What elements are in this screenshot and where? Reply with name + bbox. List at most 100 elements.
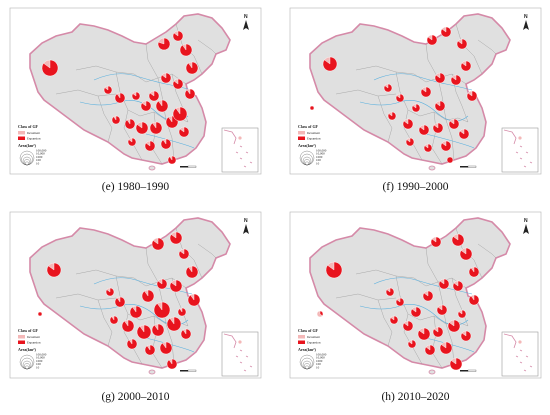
pie-marker xyxy=(144,140,156,152)
pie-marker xyxy=(309,105,315,111)
pie-marker xyxy=(167,155,177,165)
river-line xyxy=(373,73,473,91)
pie-marker xyxy=(148,90,160,102)
pie-expansion-slice xyxy=(172,78,184,90)
pie-expansion-slice xyxy=(131,91,141,101)
pie-marker xyxy=(449,357,463,371)
inset-dash xyxy=(515,151,519,154)
legend-area-value: 1000 xyxy=(316,155,323,159)
scale-bar-segment xyxy=(187,165,197,168)
inset-dash xyxy=(245,355,249,358)
south-china-sea-inset xyxy=(501,331,539,377)
pie-marker xyxy=(424,344,436,356)
pie-marker xyxy=(439,341,453,355)
pie-expansion-slice xyxy=(105,287,115,297)
pie-marker xyxy=(440,140,452,152)
inset-dash xyxy=(523,165,527,168)
province-line xyxy=(335,293,397,301)
pie-marker xyxy=(460,330,472,342)
legend-expansion-swatch xyxy=(18,340,25,344)
north-arrow: N xyxy=(523,218,529,234)
legend-increment-label: Increment xyxy=(27,335,40,339)
pie-marker xyxy=(395,93,405,103)
pie-marker xyxy=(41,59,59,77)
legend-area-value: 100,000 xyxy=(316,353,327,358)
inset-dash xyxy=(243,369,247,372)
inset-frame xyxy=(221,127,259,173)
pie-expansion-slice xyxy=(438,278,450,290)
pie-marker xyxy=(151,323,165,337)
pie-marker xyxy=(160,138,172,150)
pie-expansion-slice xyxy=(155,99,169,113)
pie-marker xyxy=(440,26,452,38)
legend-area-value: 100,000 xyxy=(316,149,327,154)
pie-marker xyxy=(452,280,464,292)
pie-marker xyxy=(405,137,415,147)
pie-marker xyxy=(447,319,461,333)
inset-marker xyxy=(518,340,522,344)
pie-marker xyxy=(418,124,430,136)
pie-expansion-slice xyxy=(405,137,415,147)
pie-marker xyxy=(129,305,143,319)
inset-dash xyxy=(239,349,243,352)
pie-expansion-slice xyxy=(160,138,172,150)
legend-title: Class of GF xyxy=(18,328,39,333)
pie-marker xyxy=(157,37,171,51)
inset-dash xyxy=(519,145,523,148)
legend-increment-label: Increment xyxy=(307,131,320,135)
pie-marker xyxy=(172,106,188,122)
province-line xyxy=(145,247,159,283)
province-boundaries xyxy=(55,23,217,165)
hainan-island xyxy=(428,165,436,171)
pie-expansion-slice xyxy=(417,327,431,341)
pie-expansion-slice xyxy=(432,122,444,134)
legend-expansion-label: Expansion xyxy=(307,341,321,345)
province-line xyxy=(157,77,167,121)
scale-bar xyxy=(460,165,477,168)
pie-marker xyxy=(169,279,183,293)
pie-expansion-slice xyxy=(446,156,454,164)
legend-area-value: 100 xyxy=(316,362,321,366)
pie-expansion-slice xyxy=(184,88,196,100)
pie-marker xyxy=(127,137,137,147)
pie-marker xyxy=(105,287,115,297)
province-line xyxy=(335,89,397,97)
river-line xyxy=(425,337,475,353)
province-line xyxy=(431,111,443,165)
pie-expansion-slice xyxy=(135,121,149,135)
province-line xyxy=(165,323,175,365)
province-line xyxy=(75,65,135,75)
pie-marker xyxy=(385,287,395,297)
scale-bar xyxy=(180,369,197,372)
inset-frame xyxy=(501,331,539,377)
pie-marker xyxy=(136,324,152,340)
pie-marker xyxy=(458,128,470,140)
pie-marker xyxy=(457,309,467,319)
legend-title: Class of GF xyxy=(298,328,319,333)
north-label: N xyxy=(244,14,248,20)
pie-expansion-slice xyxy=(434,100,446,112)
pie-marker xyxy=(184,88,196,100)
legend-area-value: 10 xyxy=(316,161,320,165)
province-line xyxy=(355,269,415,279)
inset-dash xyxy=(249,365,253,368)
scale-bar-segment xyxy=(460,166,468,168)
inset-dash xyxy=(235,151,239,154)
pie-marker xyxy=(451,233,465,247)
pie-expansion-slice xyxy=(172,106,188,122)
north-arrow: N xyxy=(243,14,249,30)
north-label: N xyxy=(244,218,248,224)
pie-expansion-slice xyxy=(46,262,62,278)
river-line xyxy=(145,133,195,149)
province-line xyxy=(355,65,415,75)
pie-marker xyxy=(131,91,141,101)
river-line xyxy=(425,133,475,149)
map-panel-f: N Class of GF Increment Expansion Area(km²) 1… xyxy=(288,6,543,176)
pie-marker xyxy=(180,328,192,340)
inset-marker xyxy=(518,136,522,140)
inset-dash xyxy=(243,165,247,168)
pie-marker xyxy=(422,290,434,302)
province-line xyxy=(55,89,117,97)
